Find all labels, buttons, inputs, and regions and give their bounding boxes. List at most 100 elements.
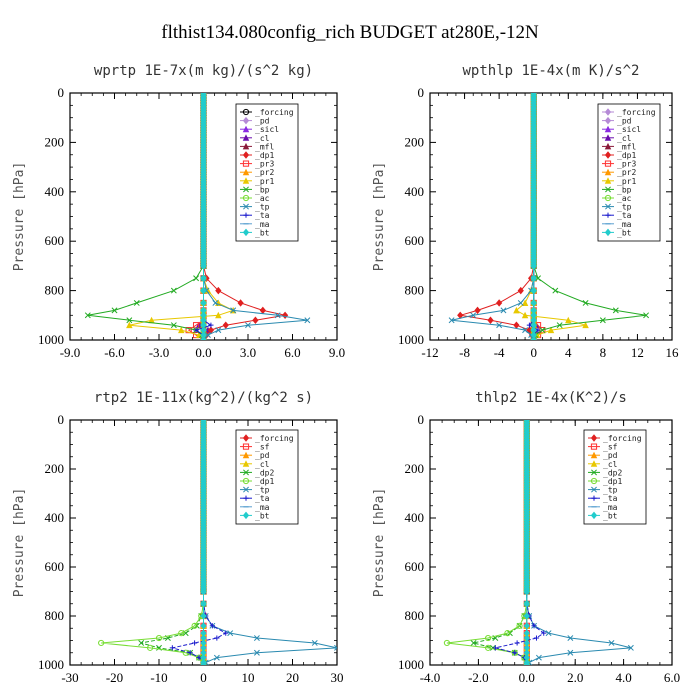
y-tick-label: 800 xyxy=(405,608,425,623)
legend-item: _forcing xyxy=(588,434,642,443)
x-tick-label: 0 xyxy=(530,345,537,360)
legend-marker xyxy=(604,177,612,184)
legend-label: _sicl xyxy=(255,125,279,134)
legend-item: _ac xyxy=(602,194,632,203)
legend-label: _ma xyxy=(255,503,270,512)
legend-item: _dp1 xyxy=(588,477,622,486)
legend-marker xyxy=(591,495,597,501)
data-point xyxy=(530,336,537,340)
data-point xyxy=(170,287,177,294)
data-point xyxy=(200,274,207,282)
data-point xyxy=(523,587,530,596)
legend-label: _ma xyxy=(603,503,618,512)
data-point xyxy=(523,612,530,620)
y-tick-label: 600 xyxy=(45,233,65,248)
x-tick-label: -12 xyxy=(421,345,438,360)
legend-label: _tp xyxy=(255,203,270,212)
legend-marker xyxy=(604,108,612,116)
legend-marker xyxy=(590,443,598,450)
y-tick-label: 200 xyxy=(405,134,425,149)
x-tick-label: 30 xyxy=(331,670,344,685)
data-point xyxy=(214,635,220,641)
legend-item: _pd xyxy=(588,451,618,460)
legend-item: _bt xyxy=(588,511,618,520)
legend-item: _forcing xyxy=(602,108,656,117)
legend-label: _dp1 xyxy=(603,477,622,486)
legend-item: _cl xyxy=(602,134,632,143)
legend-marker xyxy=(242,194,250,202)
legend-marker xyxy=(242,451,250,459)
data-point xyxy=(274,312,281,319)
x-tick-label: 0.0 xyxy=(519,670,535,685)
data-point xyxy=(227,630,234,637)
legend-label: _pr1 xyxy=(617,177,636,186)
data-point xyxy=(582,321,589,329)
data-point xyxy=(547,326,555,334)
x-tick-label: 16 xyxy=(666,345,680,360)
legend-marker xyxy=(243,469,249,476)
data-point xyxy=(178,630,185,637)
legend-item: _ma xyxy=(602,220,632,229)
data-point xyxy=(541,630,547,636)
data-point xyxy=(222,321,229,329)
data-point xyxy=(200,262,207,270)
data-point xyxy=(535,275,541,282)
y-tick-label: 200 xyxy=(45,134,65,149)
series-dp1 xyxy=(443,420,530,665)
series-bt xyxy=(523,420,530,665)
panel-title: thlp2 1E-4x(K^2)/s xyxy=(475,390,627,406)
legend-marker xyxy=(591,486,597,493)
legend-item: _bp xyxy=(240,185,270,194)
legend-item: _bp xyxy=(602,185,632,194)
data-point xyxy=(193,275,200,282)
legend-marker xyxy=(604,116,612,125)
data-point xyxy=(253,649,260,656)
legend-item: _pd xyxy=(240,117,270,126)
x-tick-label: 20 xyxy=(286,670,299,685)
legend-marker xyxy=(604,134,612,141)
legend-marker xyxy=(590,477,598,485)
y-axis-label: Pressure [hPa] xyxy=(12,162,27,272)
legend-marker xyxy=(604,160,612,167)
legend-item: _ta xyxy=(602,211,632,220)
legend-marker xyxy=(590,511,598,520)
data-point xyxy=(567,649,574,656)
data-point xyxy=(169,645,175,651)
legend-item: _ma xyxy=(240,220,270,229)
legend: _forcing_sf_pd_cl_dp2_dp1_tp_ta_ma_bt xyxy=(235,429,299,525)
y-tick-label: 400 xyxy=(45,184,65,199)
data-point xyxy=(200,661,207,665)
legend-marker xyxy=(242,443,250,450)
legend-marker xyxy=(605,212,611,218)
data-point xyxy=(484,644,492,651)
legend-marker xyxy=(242,168,250,176)
data-point xyxy=(200,600,207,608)
data-point xyxy=(252,316,259,324)
data-point xyxy=(133,299,140,306)
y-tick-label: 0 xyxy=(418,85,425,100)
legend-label: _dp1 xyxy=(255,151,274,160)
y-axis-label: Pressure [hPa] xyxy=(372,162,387,272)
y-tick-label: 1000 xyxy=(398,657,424,672)
x-tick-label: -8 xyxy=(459,345,470,360)
y-tick-label: 1000 xyxy=(398,332,424,347)
legend-marker xyxy=(604,168,612,176)
y-tick-label: 800 xyxy=(405,283,425,298)
legend-label: _pr2 xyxy=(255,168,274,177)
data-point xyxy=(84,312,91,319)
data-point xyxy=(531,623,537,629)
data-point xyxy=(504,630,511,637)
legend-marker xyxy=(242,460,250,467)
legend-item: _pr1 xyxy=(602,177,636,186)
legend-marker xyxy=(242,477,250,485)
series-group xyxy=(98,420,337,665)
legend-marker xyxy=(591,469,597,476)
legend-label: _sicl xyxy=(617,125,641,134)
x-tick-label: 0 xyxy=(200,670,207,685)
data-point xyxy=(496,299,503,307)
legend-item: _pr2 xyxy=(240,168,274,177)
data-point xyxy=(517,286,524,295)
legend-item: _bt xyxy=(602,228,632,237)
data-point xyxy=(530,299,537,307)
legend-marker xyxy=(590,434,598,442)
